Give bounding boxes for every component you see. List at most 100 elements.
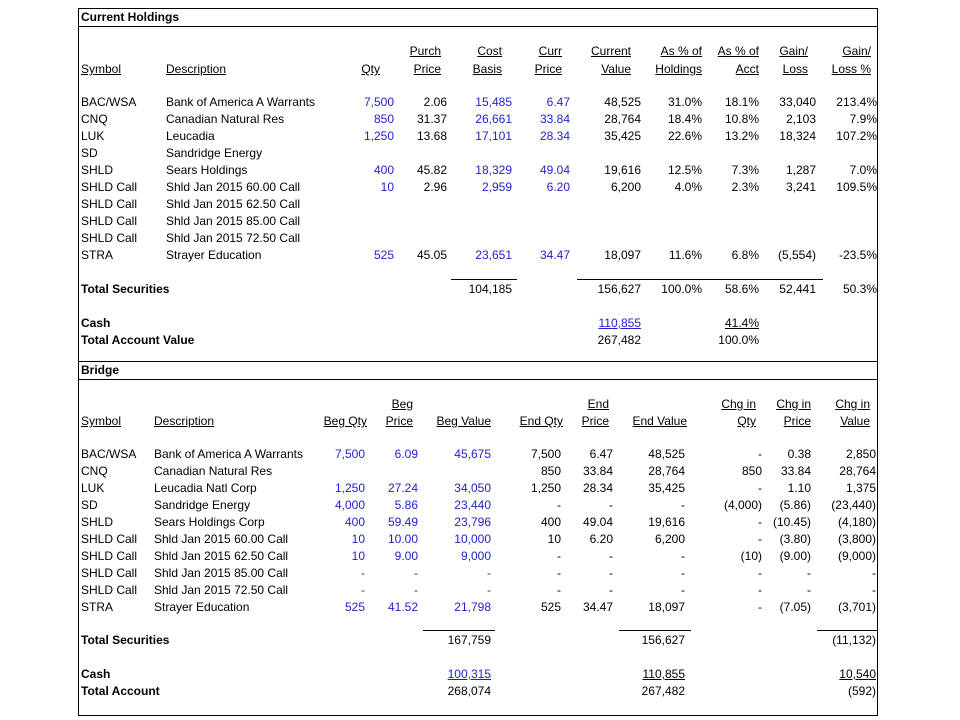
holdings-cell-symbol: SHLD Call	[81, 197, 138, 211]
bridge-cell-chg_price: (5.86)	[779, 498, 811, 512]
holdings-total-cost-basis: 104,185	[468, 282, 512, 296]
bridge-cell-beg_qty: 525	[344, 600, 365, 614]
holdings-cell-pct_acct: 6.8%	[731, 248, 759, 262]
holdings-cell-purch_price: 45.05	[416, 248, 447, 262]
spreadsheet-frame: Current Holdings Symbol Description Qty Pur…	[78, 8, 878, 716]
bridge-header-chg_qty: Chg in	[721, 397, 756, 411]
bridge-header-beg_value: Beg Value	[436, 414, 492, 428]
bridge-cell-description: Bank of America A Warrants	[154, 447, 303, 461]
bridge-cell-end_value: -	[681, 583, 685, 597]
holdings-cell-description: Shld Jan 2015 60.00 Call	[166, 180, 301, 194]
bridge-cell-end_value: -	[681, 549, 685, 563]
bridge-cell-chg_value: -	[872, 566, 876, 580]
bridge-cell-chg_value: (9,000)	[837, 549, 876, 563]
bridge-cell-end_qty: 10	[547, 532, 561, 546]
bridge-cell-chg_qty: -	[758, 600, 762, 614]
bridge-cell-end_value: 6,200	[654, 532, 685, 546]
bridge-cell-beg_qty: -	[361, 566, 365, 580]
holdings-header-gain: Gain/	[779, 44, 808, 58]
holdings-header-pct_holdings: Holdings	[655, 62, 702, 76]
bridge-cell-end_qty: 7,500	[530, 447, 561, 461]
bridge-cell-end_value: -	[681, 498, 685, 512]
bridge-cell-description: Shld Jan 2015 62.50 Call	[154, 549, 289, 563]
bridge-cell-chg_value: 1,375	[845, 481, 876, 495]
bridge-cell-description: Sandridge Energy	[154, 498, 251, 512]
holdings-cell-symbol: CNQ	[81, 112, 108, 126]
holdings-cell-symbol: LUK	[81, 129, 105, 143]
bridge-header-chg_value: Chg in	[835, 397, 870, 411]
holdings-header-gain_pct: Loss %	[831, 62, 871, 76]
bridge-cell-chg_price: -	[807, 566, 811, 580]
holdings-header-pct_acct: Acct	[735, 62, 759, 76]
bridge-total-account-beg: 268,074	[447, 684, 491, 698]
holdings-cell-purch_price: 31.37	[416, 112, 447, 126]
bridge-cell-beg_value: 23,796	[454, 515, 491, 529]
holdings-cell-cost_basis: 26,661	[475, 112, 512, 126]
bridge-cell-end_qty: -	[557, 583, 561, 597]
bridge-cell-end_price: 49.04	[582, 515, 613, 529]
holdings-header-description: Description	[166, 62, 227, 76]
bridge-cell-beg_value: 23,440	[454, 498, 491, 512]
holdings-header-purch_price: Purch	[409, 44, 441, 58]
bridge-cell-beg_value: 45,675	[454, 447, 491, 461]
bridge-total-end-value: 156,627	[641, 633, 685, 647]
bridge-cell-chg_value: (3,701)	[837, 600, 876, 614]
holdings-cell-gain_pct: -23.5%	[838, 248, 877, 262]
holdings-cell-gain: 1,287	[785, 163, 816, 177]
bridge-total-rule-beg	[423, 630, 495, 631]
bridge-cell-beg_price: 5.86	[394, 498, 418, 512]
holdings-header-pct_acct: As % of	[717, 44, 759, 58]
holdings-cell-qty: 7,500	[363, 95, 394, 109]
bridge-cell-chg_value: (4,180)	[837, 515, 876, 529]
holdings-cell-description: Shld Jan 2015 72.50 Call	[166, 231, 301, 245]
holdings-header-gain_pct: Gain/	[842, 44, 871, 58]
holdings-cell-symbol: SD	[81, 146, 98, 160]
holdings-header-current_value: Value	[601, 62, 631, 76]
holdings-cash-label: Cash	[81, 316, 111, 330]
bridge-cell-end_price: 6.20	[589, 532, 613, 546]
bridge-section-title: Bridge	[79, 361, 877, 380]
holdings-cell-pct_holdings: 31.0%	[667, 95, 702, 109]
bridge-cell-beg_value: 21,798	[454, 600, 491, 614]
holdings-cell-current_value: 35,425	[604, 129, 641, 143]
holdings-total-account-label: Total Account Value	[81, 333, 195, 347]
holdings-total-pct-acct: 58.6%	[724, 282, 759, 296]
holdings-cell-current_value: 28,764	[604, 112, 641, 126]
bridge-cell-end_price: -	[609, 498, 613, 512]
bridge-cell-chg_value: (23,440)	[831, 498, 876, 512]
holdings-cell-qty: 400	[373, 163, 394, 177]
bridge-cell-description: Shld Jan 2015 60.00 Call	[154, 532, 289, 546]
bridge-cell-end_qty: 1,250	[530, 481, 561, 495]
bridge-cell-beg_value: -	[487, 566, 491, 580]
holdings-cell-cost_basis: 17,101	[475, 129, 512, 143]
bridge-cell-chg_price: (7.05)	[779, 600, 811, 614]
holdings-cell-gain: 2,103	[785, 112, 816, 126]
bridge-header-end_price: End	[587, 397, 609, 411]
bridge-cell-end_price: 28.34	[582, 481, 613, 495]
bridge-cell-chg_price: 33.84	[780, 464, 811, 478]
holdings-cell-curr_price: 6.20	[546, 180, 570, 194]
bridge-cell-end_qty: -	[557, 549, 561, 563]
holdings-cell-gain: (5,554)	[777, 248, 816, 262]
holdings-cell-current_value: 19,616	[604, 163, 641, 177]
holdings-header-curr_price: Price	[534, 62, 562, 76]
holdings-cell-gain_pct: 107.2%	[836, 129, 877, 143]
holdings-cell-gain: 3,241	[785, 180, 816, 194]
bridge-cell-end_price: 33.84	[582, 464, 613, 478]
holdings-cell-gain_pct: 109.5%	[836, 180, 877, 194]
holdings-cell-cost_basis: 15,485	[475, 95, 512, 109]
bridge-cell-description: Canadian Natural Res	[154, 464, 273, 478]
holdings-cell-description: Shld Jan 2015 85.00 Call	[166, 214, 301, 228]
bridge-header-end_qty: End Qty	[519, 414, 563, 428]
holdings-cell-pct_holdings: 4.0%	[674, 180, 702, 194]
holdings-cell-curr_price: 6.47	[546, 95, 570, 109]
holdings-cell-qty: 525	[373, 248, 394, 262]
holdings-cell-current_value: 6,200	[610, 180, 641, 194]
holdings-header-current_value: Current	[590, 44, 631, 58]
bridge-cell-symbol: SHLD Call	[81, 549, 138, 563]
bridge-total-account-end: 267,482	[641, 684, 685, 698]
bridge-total-chg-value: (11,132)	[832, 633, 876, 647]
bridge-cell-beg_value: 10,000	[454, 532, 491, 546]
holdings-cell-current_value: 18,097	[604, 248, 641, 262]
bridge-cell-end_value: 35,425	[648, 481, 685, 495]
